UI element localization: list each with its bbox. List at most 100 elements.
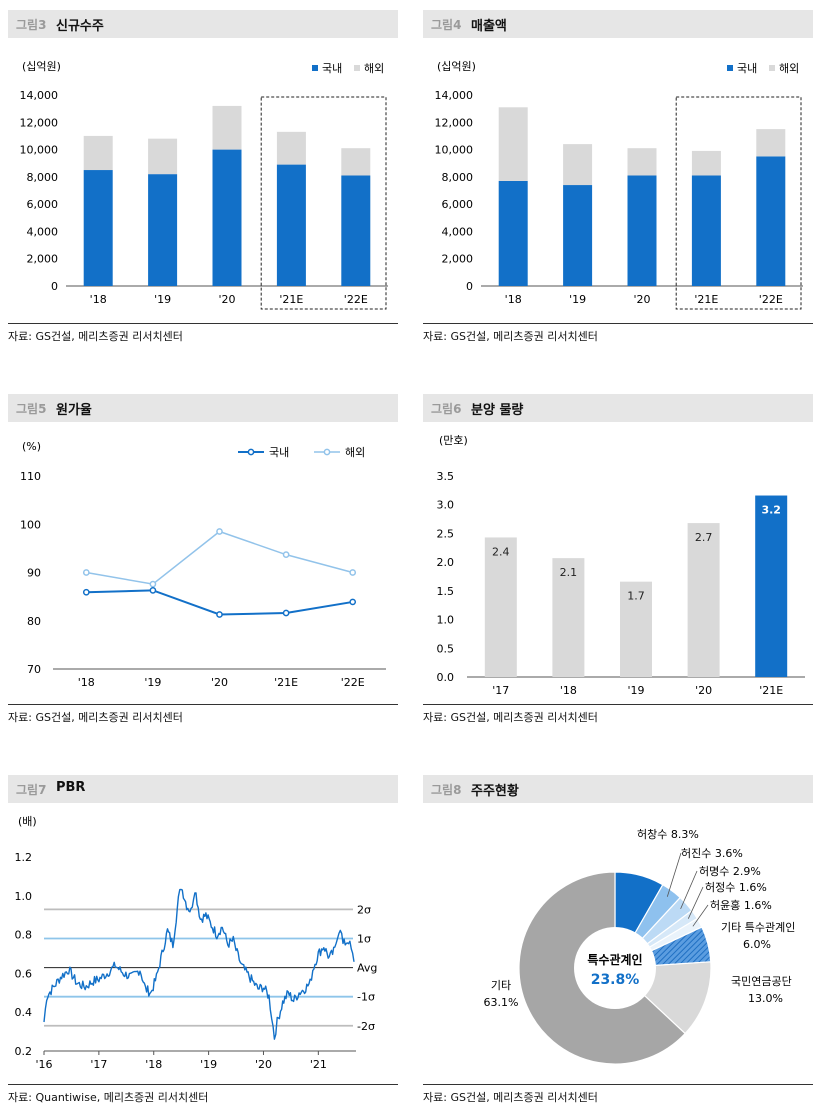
y-tick-label: 2.0 bbox=[437, 556, 455, 569]
y-tick-label: 2,000 bbox=[442, 253, 474, 266]
bar-domestic bbox=[756, 156, 786, 286]
y-tick-label: 110 bbox=[20, 470, 41, 483]
data-label: 2.1 bbox=[560, 566, 578, 579]
band-label: 1σ bbox=[357, 932, 371, 945]
figure-number: 그림3 bbox=[16, 18, 47, 32]
bar-domestic bbox=[341, 175, 371, 286]
x-tick-label: '17 bbox=[90, 1058, 107, 1071]
y-tick-label: 8,000 bbox=[27, 171, 59, 184]
y-tick-label: 100 bbox=[20, 518, 41, 531]
legend-label: 국내 bbox=[269, 446, 289, 459]
center-label: 특수관계인 bbox=[587, 952, 642, 967]
data-label: 2.7 bbox=[695, 531, 713, 544]
slice-value: 63.1% bbox=[484, 996, 519, 1009]
figure-title: 분양 물량 bbox=[471, 403, 524, 418]
pie-center bbox=[574, 927, 656, 1009]
y-tick-label: 0.0 bbox=[437, 671, 455, 684]
slice-value: 6.0% bbox=[743, 938, 771, 951]
y-tick-label: 0.4 bbox=[15, 1006, 33, 1019]
x-tick-label: '18 bbox=[560, 684, 577, 697]
x-tick-label: '19 bbox=[144, 676, 161, 689]
x-tick-label: '21 bbox=[310, 1058, 327, 1071]
x-tick-label: '21E bbox=[759, 684, 783, 697]
chart-new-orders: (십억원) 0 2,000 4,000 6,000 8,000 10,000 12,000 14… bbox=[20, 60, 388, 310]
legend-label: 국내 bbox=[737, 62, 757, 75]
figure-title: 매출액 bbox=[471, 19, 507, 34]
figure-title: 원가율 bbox=[56, 403, 92, 418]
bar-overseas bbox=[341, 148, 371, 176]
y-tick-label: 4,000 bbox=[442, 225, 474, 238]
figure-source: 자료: GS건설, 메리츠증권 리서치센터 bbox=[423, 704, 813, 725]
bar-overseas bbox=[756, 129, 786, 157]
bar-overseas bbox=[498, 107, 528, 181]
legend-label: 해외 bbox=[345, 445, 365, 459]
y-tick-label: 6,000 bbox=[442, 198, 474, 211]
data-point bbox=[82, 588, 90, 596]
bar-domestic bbox=[148, 174, 178, 286]
figure-title: 신규수주 bbox=[56, 19, 104, 34]
x-tick-label: '19 bbox=[627, 684, 644, 697]
data-point bbox=[282, 609, 290, 617]
legend-swatch-domestic bbox=[312, 65, 318, 71]
bar bbox=[620, 581, 652, 677]
bar-domestic bbox=[276, 164, 306, 286]
series-line-overseas bbox=[86, 530, 353, 585]
x-tick-label: '17 bbox=[492, 684, 509, 697]
bar bbox=[484, 537, 517, 677]
x-tick-label: '20 bbox=[218, 293, 235, 306]
x-tick-label: '20 bbox=[695, 684, 712, 697]
y-tick-label: 0.5 bbox=[437, 642, 455, 655]
data-label: 1.7 bbox=[627, 590, 645, 603]
y-tick-label: 4,000 bbox=[27, 225, 59, 238]
x-tick-label: '18 bbox=[145, 1058, 162, 1071]
legend-marker-domestic bbox=[247, 448, 255, 456]
chart-shareholders: 특수관계인 23.8% 허창수 8.3% 허진수 3.6% 허명수 2.9% 허정수 1.… bbox=[484, 828, 795, 1065]
figure-cost-ratio: 그림5 원가율 (%) 70 80 90 100 110 '18 '19 '20 '21E '22E… bbox=[8, 394, 398, 729]
y-tick-label: 6,000 bbox=[27, 198, 59, 211]
bar-domestic bbox=[627, 175, 657, 286]
legend-marker-overseas bbox=[323, 448, 331, 456]
bar-overseas bbox=[212, 105, 242, 150]
bar-overseas bbox=[627, 148, 657, 176]
forecast-highlight-box bbox=[675, 96, 802, 310]
y-tick-label: 12,000 bbox=[435, 116, 474, 129]
y-tick-label: 70 bbox=[27, 663, 41, 676]
figure-title: PBR bbox=[56, 780, 86, 795]
y-tick-label: 1.2 bbox=[15, 851, 33, 864]
x-tick-label: '20 bbox=[211, 676, 228, 689]
x-tick-label: '22E bbox=[341, 676, 365, 689]
bar-domestic bbox=[212, 149, 242, 286]
y-axis-label: (십억원) bbox=[22, 60, 61, 73]
y-tick-label: 90 bbox=[27, 567, 41, 580]
figure-header: 그림7 PBR bbox=[8, 775, 398, 803]
x-tick-label: '20 bbox=[633, 293, 650, 306]
band-label: -2σ bbox=[357, 1020, 375, 1033]
center-value: 23.8% bbox=[591, 972, 640, 988]
x-tick-label: '22E bbox=[344, 293, 368, 306]
bar-overseas bbox=[563, 144, 593, 186]
legend-label: 해외 bbox=[364, 61, 384, 75]
bar-domestic bbox=[563, 185, 593, 286]
x-tick-label: '18 bbox=[78, 676, 95, 689]
data-point bbox=[282, 551, 290, 558]
x-tick-label: '22E bbox=[759, 293, 783, 306]
figure-number: 그림7 bbox=[16, 783, 47, 797]
data-label: 3.2 bbox=[761, 504, 781, 517]
y-tick-label: 1.5 bbox=[437, 585, 455, 598]
y-tick-label: 3.5 bbox=[437, 470, 455, 483]
data-label: 2.4 bbox=[492, 545, 510, 558]
data-point bbox=[216, 528, 223, 535]
y-tick-label: 0.6 bbox=[15, 967, 33, 980]
data-point bbox=[149, 587, 157, 594]
legend-swatch-overseas bbox=[354, 65, 360, 71]
chart-presale-volume: (만호) 0.0 0.5 1.0 1.5 2.0 2.5 3.0 3.5 2.4 '17 2.1 '18… bbox=[437, 434, 805, 697]
slice-label: 허창수 8.3% bbox=[637, 828, 699, 841]
figure-source: 자료: Quantiwise, 메리츠증권 리서치센터 bbox=[8, 1084, 398, 1105]
y-tick-label: 2.5 bbox=[437, 527, 455, 540]
slice-label: 허진수 3.6% bbox=[681, 847, 743, 860]
data-point bbox=[349, 569, 357, 576]
y-tick-label: 2,000 bbox=[27, 253, 59, 266]
x-tick-label: '19 bbox=[569, 293, 586, 306]
chart-revenue: (십억원) 0 2,000 4,000 6,000 8,000 10,000 12,000 14… bbox=[435, 60, 803, 310]
y-axis-label: (배) bbox=[18, 815, 37, 828]
